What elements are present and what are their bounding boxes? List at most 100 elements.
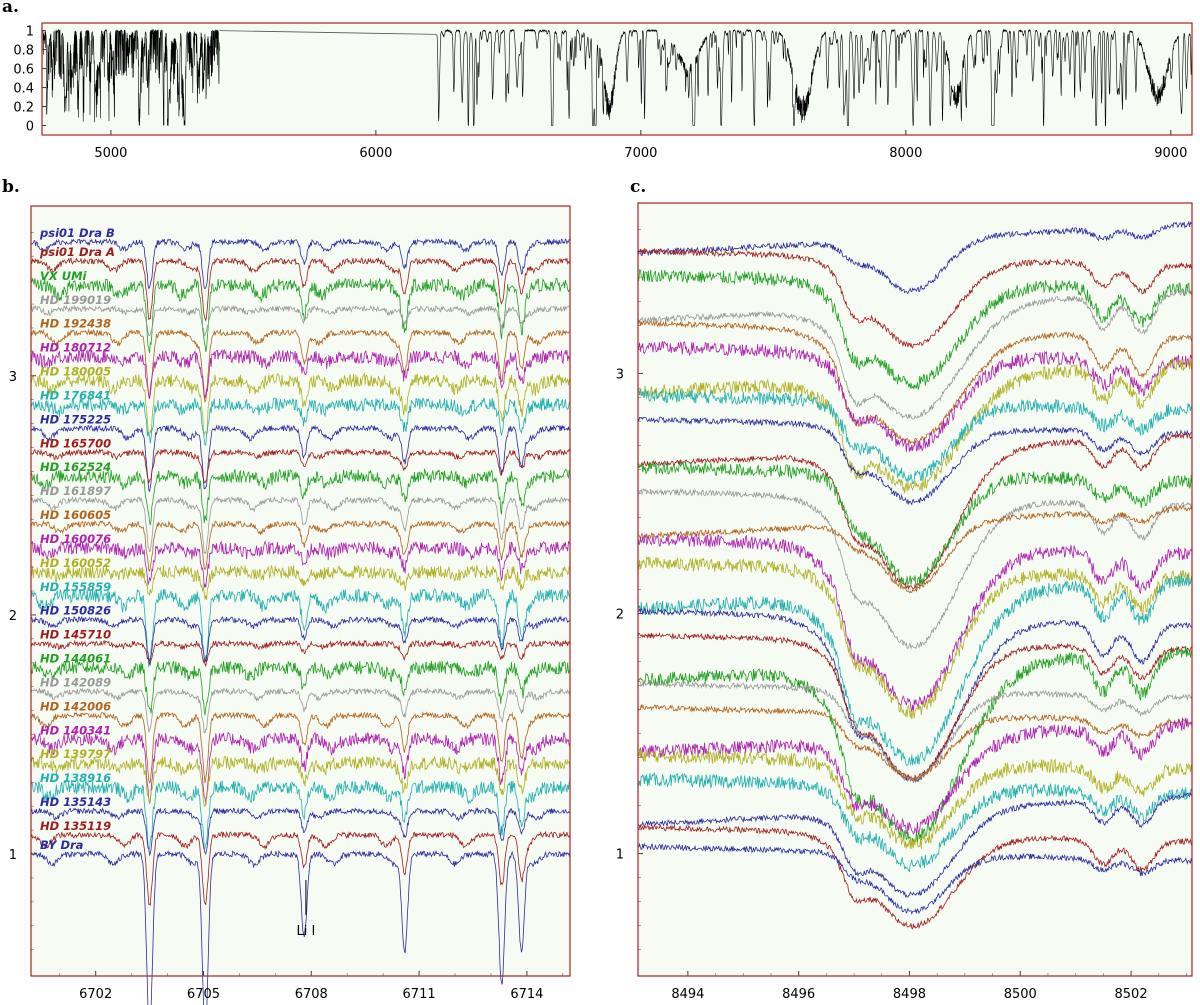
spectrum-line [30, 348, 571, 399]
star-label: HD 142006 [40, 699, 111, 713]
spectrum-line [637, 432, 1193, 591]
x-tick-label: 8000 [889, 146, 922, 161]
star-label: psi01 Dra B [39, 226, 115, 240]
spectrum-line [637, 247, 1193, 349]
spectrum-line [30, 849, 571, 1005]
panel-c-chart: 1 2 3 8494 8496 8498 8500 8502 [616, 202, 1193, 1002]
y-tick-label: 0.4 [13, 82, 34, 97]
star-label: HD 145710 [40, 628, 111, 642]
spectrum-line [637, 340, 1193, 453]
x-tick-label: 6714 [510, 987, 543, 1002]
x-tick-label: 6705 [187, 987, 220, 1002]
y-tick-label: 2 [9, 609, 17, 624]
spectrum-line [637, 416, 1193, 506]
spectrum-line [30, 687, 571, 734]
panel-c-frame [637, 202, 1193, 977]
star-label: HD 135143 [40, 795, 111, 809]
spectrum-line [637, 555, 1193, 720]
star-label: HD 162524 [40, 460, 111, 474]
spectrum-line [30, 397, 571, 446]
spectrum-line [30, 328, 570, 404]
spectrum-line [30, 372, 571, 437]
panel-b-chart: psi01 Dra B psi01 Dra A VX UMi HD 199019 HD … [9, 205, 571, 1005]
spectrum-line [30, 756, 571, 807]
star-label: psi01 Dra A [39, 245, 115, 259]
x-tick-label: 8502 [1115, 987, 1148, 1002]
spectrum-line [30, 659, 571, 716]
star-label: HD 160076 [40, 532, 111, 546]
x-tick-label: 8498 [893, 987, 926, 1002]
spectrum-line [30, 237, 571, 290]
spectrum-line [30, 467, 571, 526]
y-tick-label: 0.8 [13, 44, 34, 59]
spectrum-line [637, 268, 1193, 391]
spectrum-line [637, 288, 1193, 420]
star-label: HD 138916 [40, 771, 111, 785]
spectrum-line [637, 842, 1193, 916]
spectrum-line [30, 807, 571, 857]
star-label: HD 165700 [40, 436, 111, 450]
y-tick-label: 1 [9, 848, 17, 863]
spectrum-line [30, 711, 571, 784]
spectrum-line [30, 830, 571, 907]
spectrum-line [30, 256, 571, 322]
panel-a-letter: a. [2, 0, 19, 17]
spectrum-line [637, 220, 1193, 295]
star-label: HD 140341 [40, 723, 111, 737]
y-tick-label: 2 [616, 608, 624, 623]
x-tick-label: 7000 [624, 146, 657, 161]
spectrum-line [31, 448, 571, 484]
spectrum-line [637, 461, 1193, 587]
panel-b-frame [30, 205, 571, 977]
panel-a-spectrum [41, 28, 1193, 127]
panel-a-y-axis: 1 0.8 0.6 0.4 0.2 0 [13, 25, 46, 135]
spectrum-segment-1 [41, 28, 220, 126]
spectrum-line [638, 487, 1193, 650]
star-label: HD 199019 [40, 293, 111, 307]
panel-a-chart: 1 0.8 0.6 0.4 0.2 0 5000 6000 7000 8000 9000 [13, 22, 1193, 161]
spectrum-line [637, 532, 1193, 712]
spectrum-line [637, 823, 1193, 930]
spectrum-line [637, 717, 1193, 836]
x-tick-label: 8494 [671, 987, 704, 1002]
panel-a-background [42, 23, 1192, 135]
spectrum-line [637, 704, 1193, 782]
y-tick-label: 1 [26, 25, 34, 40]
spectrum-line [637, 504, 1193, 594]
star-label: HD 161897 [40, 484, 111, 498]
spectrum-line [637, 772, 1193, 873]
star-label: VX UMi [40, 269, 88, 283]
star-label: HD 142089 [40, 675, 111, 689]
spectrum-line [30, 424, 571, 493]
spectrum-line [30, 496, 571, 555]
star-label: HD 144061 [40, 652, 111, 666]
x-tick-label: 8496 [782, 987, 815, 1002]
star-label: HD 150826 [40, 604, 111, 618]
x-tick-label: 6000 [359, 146, 392, 161]
panel-c-spectra [637, 220, 1193, 930]
y-tick-label: 1 [616, 848, 624, 863]
star-label: HD 160052 [40, 556, 111, 570]
spectrum-line [30, 780, 571, 851]
y-tick-label: 3 [616, 367, 624, 382]
star-label: HD 180005 [40, 365, 111, 379]
gap-connector-line [219, 30, 437, 35]
star-label: HD 192438 [40, 317, 111, 331]
star-label: HD 155859 [40, 580, 111, 594]
panel-b-axes: 1 2 3 6702 6705 6708 6711 6714 [9, 232, 564, 1002]
spectrum-line [30, 540, 571, 588]
x-tick-label: 8500 [1004, 987, 1037, 1002]
spectrum-line [30, 519, 571, 572]
x-tick-label: 6702 [79, 987, 112, 1002]
star-label: HD 135119 [40, 819, 111, 833]
panel-b-spectra [30, 237, 571, 1005]
star-label: HD 176841 [40, 388, 111, 402]
spectrum-line [637, 791, 1193, 898]
panel-b-star-labels: psi01 Dra B psi01 Dra A VX UMi HD 199019 HD … [39, 226, 115, 852]
y-tick-label: 0.6 [13, 63, 34, 78]
spectrum-line [637, 357, 1193, 494]
spectrum-line [30, 304, 571, 337]
star-label: HD 180712 [40, 341, 111, 355]
star-label: HD 175225 [40, 412, 111, 426]
